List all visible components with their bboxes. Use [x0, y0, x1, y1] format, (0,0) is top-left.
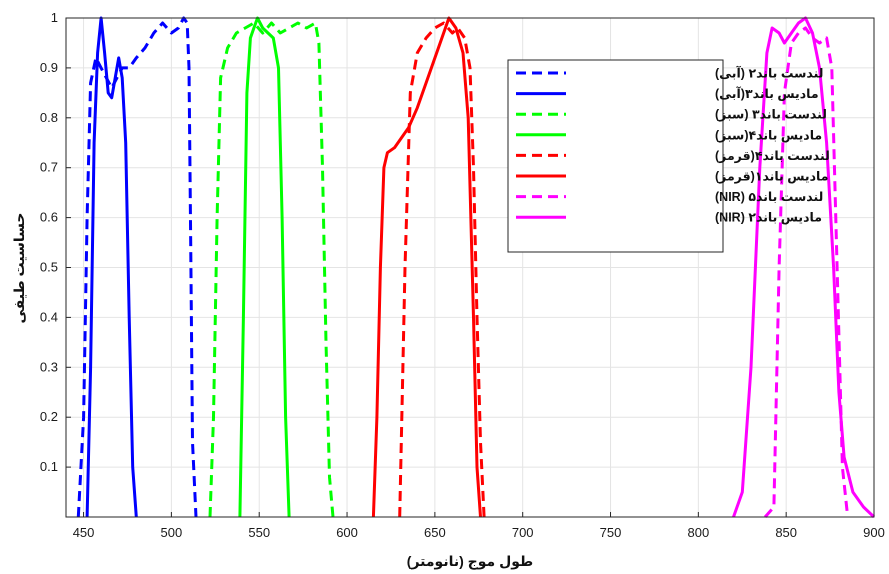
legend-label: لندست باند۳ (سبز) — [715, 108, 827, 122]
x-axis-ticks: 450 500 550 600 650 700 750 800 850 900 — [73, 512, 885, 540]
legend-box — [507, 59, 724, 253]
y-axis-title: حساسیت طیفی — [11, 213, 27, 324]
x-tick-label: 650 — [424, 525, 446, 540]
x-tick-label: 900 — [863, 525, 885, 540]
y-tick-label: 0.8 — [40, 110, 58, 125]
series-line — [398, 21, 486, 518]
series-line — [208, 21, 335, 518]
y-tick-label: 0.7 — [40, 160, 58, 175]
legend-label: مادیس باند۱(قرمز) — [715, 170, 828, 184]
x-tick-label: 600 — [336, 525, 358, 540]
y-tick-label: 0.9 — [40, 60, 58, 75]
y-tick-label: 0.6 — [40, 210, 58, 225]
x-tick-label: 700 — [512, 525, 534, 540]
x-tick-label: 750 — [600, 525, 622, 540]
legend-label: مادیس باند۳(آبی) — [715, 86, 819, 101]
y-tick-label: 0.5 — [40, 260, 58, 275]
series-line — [85, 16, 138, 518]
series-layer — [76, 16, 876, 519]
x-tick-label: 550 — [248, 525, 270, 540]
legend: لندست باند۲ (آبی) مادیس باند۳(آبی) لندست ب… — [507, 59, 830, 253]
y-tick-label: 0.4 — [40, 309, 58, 324]
x-tick-label: 500 — [161, 525, 183, 540]
x-tick-label: 450 — [73, 525, 95, 540]
legend-label: لندست باند۲ (آبی) — [715, 66, 823, 81]
legend-label: مادیس باند۲ (NIR) — [715, 211, 822, 225]
y-tick-label: 0.3 — [40, 359, 58, 374]
y-tick-label: 0.2 — [40, 409, 58, 424]
y-tick-label: 1 — [51, 10, 58, 25]
x-tick-label: 850 — [775, 525, 797, 540]
series-line — [76, 16, 198, 518]
legend-label: مادیس باند۴(سبز) — [715, 128, 822, 142]
series-line — [371, 16, 482, 518]
legend-label: لندست باند۵ (NIR) — [715, 190, 823, 204]
series-line — [238, 16, 291, 518]
x-tick-label: 800 — [687, 525, 709, 540]
series-line — [732, 16, 876, 519]
y-tick-label: 0.1 — [40, 459, 58, 474]
x-axis-title: طول موج (نانومتر) — [407, 553, 533, 570]
y-axis-ticks: 0.1 0.2 0.3 0.4 0.5 0.6 0.7 0.8 0.9 1 — [40, 10, 71, 474]
series-line — [763, 26, 850, 518]
legend-label: لندست باند۴(قرمز) — [715, 149, 830, 163]
